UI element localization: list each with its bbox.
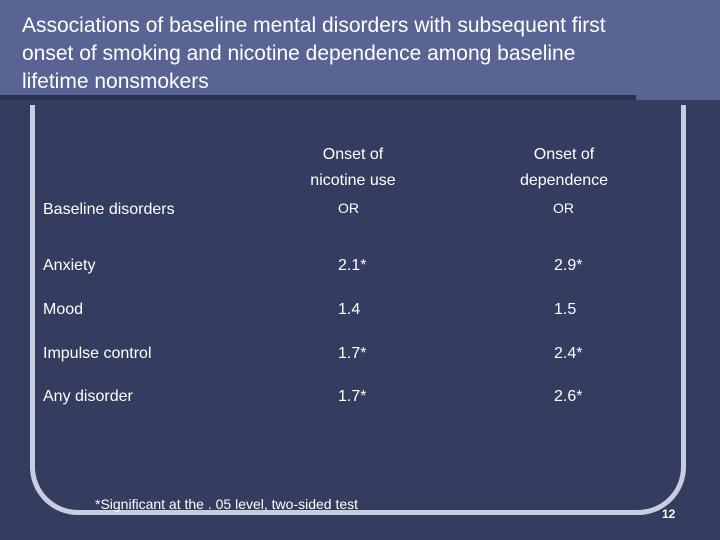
page-number: 12	[662, 507, 676, 521]
col-header-line1: Onset of	[533, 146, 595, 163]
value-nicotine-use: 2.1*	[338, 257, 367, 274]
value-dependence: 2.6*	[554, 388, 583, 405]
value-nicotine-use: 1.7*	[338, 388, 367, 405]
col-subheader-or: OR	[553, 200, 574, 216]
col-header-line1: Onset of	[322, 146, 384, 163]
content-frame	[30, 105, 686, 515]
footnote: *Significant at the . 05 level, two-side…	[95, 496, 359, 512]
value-dependence: 2.9*	[554, 257, 583, 274]
row-label: Mood	[43, 301, 84, 318]
row-label: Any disorder	[43, 388, 133, 405]
value-dependence: 2.4*	[554, 345, 583, 362]
col-header-nicotine-use: Onset of nicotine use	[298, 142, 408, 194]
value-nicotine-use: 1.4	[338, 301, 361, 318]
slide-title: Associations of baseline mental disorder…	[22, 14, 606, 93]
title-rule	[0, 95, 636, 100]
title-band	[0, 0, 720, 100]
value-nicotine-use: 1.7*	[338, 345, 367, 362]
col-header-line2: nicotine use	[310, 172, 396, 189]
col-subheader-or: OR	[338, 200, 359, 216]
row-label: Impulse control	[43, 345, 152, 362]
col-header-dependence: Onset of dependence	[504, 142, 624, 194]
value-dependence: 1.5	[554, 301, 577, 318]
row-header: Baseline disorders	[43, 201, 175, 218]
row-label: Anxiety	[43, 257, 96, 274]
col-header-line2: dependence	[519, 172, 609, 189]
